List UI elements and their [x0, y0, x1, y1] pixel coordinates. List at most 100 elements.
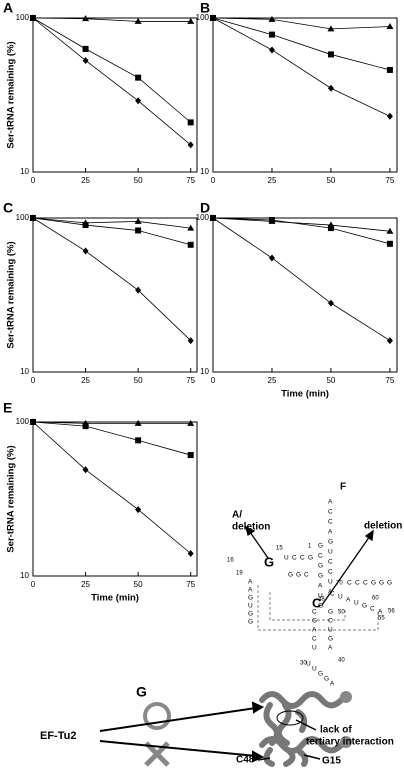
marker	[187, 224, 195, 231]
y-axis-label: Ser-tRNA remaining (%)	[6, 445, 17, 552]
circle-symbol	[143, 702, 171, 730]
x-tick-label: 50	[134, 176, 143, 185]
annotation: deletion	[364, 521, 402, 532]
x-tick-label: 0	[31, 580, 36, 589]
tertiary-box	[257, 585, 379, 631]
position-number: 48	[318, 597, 325, 603]
arrowhead	[245, 525, 256, 537]
marker	[134, 17, 142, 24]
position-number: 40	[338, 658, 345, 664]
trna-end	[340, 736, 352, 748]
annotation: A/	[232, 510, 242, 521]
pointer	[257, 757, 271, 761]
panel-label: A	[3, 0, 13, 16]
x-tick-label: 0	[211, 376, 216, 385]
x-tick-label: 50	[134, 376, 143, 385]
marker	[187, 337, 194, 345]
position-number: 15	[276, 546, 283, 552]
plot-frame	[212, 217, 398, 373]
nucleotide-sequence: GCGGAUG	[318, 543, 323, 610]
x-tick-label: 50	[134, 580, 143, 589]
x-tick-label: 0	[211, 176, 216, 185]
plot-frame	[32, 17, 198, 173]
marker	[386, 227, 394, 234]
marker	[386, 240, 393, 247]
pointer	[303, 754, 321, 760]
marker	[268, 217, 275, 224]
x-tick-label: 0	[31, 376, 36, 385]
y-tick-label: 100	[196, 213, 210, 222]
marker	[187, 119, 194, 126]
data-line	[32, 421, 191, 554]
arrowhead	[251, 701, 265, 714]
panel-label: E	[3, 400, 12, 416]
data-line	[32, 217, 191, 246]
x-tick-label: 25	[268, 176, 277, 185]
data-line	[212, 17, 390, 30]
marker	[210, 214, 216, 222]
annotation: tertiary interaction	[306, 737, 394, 748]
x-tick-label: 75	[385, 176, 394, 185]
marker	[327, 299, 334, 307]
marker	[82, 466, 89, 474]
x-tick-label: 50	[326, 376, 335, 385]
marker	[187, 141, 194, 149]
x-tick-label: 50	[326, 176, 335, 185]
marker	[135, 74, 142, 81]
plot-frame	[32, 217, 198, 373]
y-axis-label: Ser-tRNA remaining (%)	[6, 41, 17, 148]
nucleotide-sequence: GCUGA	[328, 609, 333, 652]
position-number: 19	[236, 571, 243, 577]
x-tick-label: 75	[186, 580, 195, 589]
data-line	[32, 17, 191, 146]
marker	[187, 419, 195, 426]
marker	[268, 46, 275, 54]
y-axis-label: Ser-tRNA remaining (%)	[6, 241, 17, 348]
data-line	[32, 217, 191, 229]
marker	[82, 56, 89, 64]
marker	[30, 214, 36, 222]
marker	[135, 97, 142, 105]
marker	[187, 452, 194, 459]
nucleotide-sequence: UCCG	[284, 555, 313, 562]
panel-label: D	[200, 200, 210, 216]
marker	[187, 241, 194, 248]
marker	[135, 437, 142, 444]
marker	[268, 15, 276, 22]
marker	[82, 423, 89, 430]
position-number: 1	[308, 544, 312, 550]
site-label: G15	[322, 756, 341, 767]
arrowhead	[252, 750, 265, 763]
x-tick-label: 25	[81, 376, 90, 385]
data-line	[212, 217, 390, 232]
marker	[187, 549, 194, 557]
panel-label: G	[136, 684, 147, 700]
position-number: 60	[372, 596, 379, 602]
position-number: 70	[336, 581, 343, 587]
marker	[82, 247, 89, 255]
marker	[82, 45, 89, 52]
data-line	[32, 421, 191, 424]
marker	[386, 112, 393, 120]
marker	[134, 217, 142, 224]
x-tick-label: 25	[81, 580, 90, 589]
y-tick-label: 10	[20, 167, 29, 176]
arrow	[321, 535, 371, 606]
marker	[327, 51, 334, 58]
data-line	[32, 421, 191, 456]
y-tick-label: 10	[200, 167, 209, 176]
marker	[327, 225, 334, 232]
marker	[187, 17, 195, 24]
g-shapes	[99, 691, 352, 767]
marker	[135, 227, 142, 234]
f-arrows	[245, 525, 374, 606]
key-base: G	[264, 554, 274, 569]
marker	[82, 15, 90, 22]
marker	[30, 14, 36, 22]
annotation: deletion	[232, 522, 270, 533]
data-line	[32, 17, 191, 123]
marker	[135, 286, 142, 294]
interaction-ring	[276, 710, 304, 726]
data-line	[212, 17, 391, 117]
annotation: lack of	[320, 725, 352, 736]
